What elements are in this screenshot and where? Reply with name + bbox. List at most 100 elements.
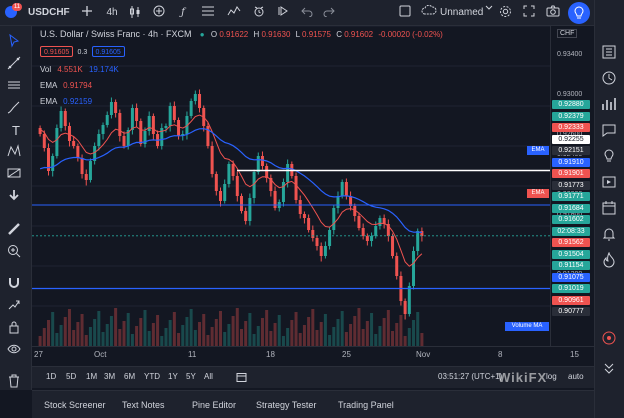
horizontal-lines-icon[interactable] [7, 78, 25, 96]
range-ytd[interactable]: YTD [144, 372, 160, 381]
legend-title[interactable]: U.S. Dollar / Swiss Franc · 4h · FXCM [40, 29, 192, 39]
goto-date-icon[interactable] [236, 372, 247, 384]
settings-icon[interactable] [498, 5, 512, 21]
data-window-icon[interactable] [601, 96, 619, 114]
range-1d[interactable]: 1D [46, 372, 57, 381]
price-label: 0.91602 [552, 215, 590, 224]
snapshot-icon[interactable] [546, 5, 560, 21]
candle-body [273, 191, 277, 208]
range-3m[interactable]: 3M [104, 372, 116, 381]
price-chart[interactable] [32, 26, 550, 346]
range-1y[interactable]: 1Y [168, 372, 178, 381]
chevron-down-icon[interactable] [484, 5, 494, 21]
candle-body [93, 146, 97, 161]
lock-drawings-icon[interactable] [7, 298, 25, 316]
ideas-icon[interactable] [601, 148, 619, 166]
volume-bar [403, 336, 407, 346]
fullscreen-icon[interactable] [398, 5, 412, 21]
time-axis[interactable]: 27 Oct 11 18 25 Nov 8 15 [32, 346, 594, 363]
eye-icon[interactable] [7, 342, 25, 360]
volume-bar [223, 332, 227, 346]
range-5d[interactable]: 5D [66, 372, 77, 381]
tab-pine-editor[interactable]: Pine Editor [192, 400, 237, 410]
templates-icon[interactable] [200, 5, 216, 21]
cursor-icon[interactable] [7, 33, 25, 52]
candle-body [353, 206, 357, 216]
buy-price[interactable]: 0.91605 [91, 46, 125, 57]
sell-price[interactable]: 0.91605 [40, 46, 74, 57]
cloud-icon[interactable] [420, 5, 438, 21]
layout-name[interactable]: Unnamed [440, 7, 484, 18]
ema1-label[interactable]: EMA [40, 81, 57, 90]
indicator-templates-icon[interactable] [226, 5, 242, 21]
add-icon[interactable] [80, 5, 94, 21]
ema2-label[interactable]: EMA [40, 97, 57, 106]
compare-icon[interactable] [152, 5, 166, 21]
zoom-in-icon[interactable] [7, 244, 25, 262]
tab-stock-screener[interactable]: Stock Screener [44, 400, 106, 410]
log-toggle[interactable]: log [546, 372, 557, 381]
tab-strategy-tester[interactable]: Strategy Tester [256, 400, 317, 410]
magnet-icon[interactable] [7, 276, 25, 294]
price-label: 0.91562 [552, 238, 590, 247]
auto-toggle[interactable]: auto [568, 372, 584, 381]
lock-icon[interactable] [7, 320, 25, 338]
price-tick: 0.93000 [557, 91, 583, 98]
interval-button[interactable]: 4h [106, 7, 118, 18]
undo-icon[interactable] [300, 5, 314, 21]
range-6m[interactable]: 6M [124, 372, 136, 381]
candle-body [319, 246, 323, 256]
chart-pane[interactable] [32, 26, 550, 346]
trash-icon[interactable] [7, 374, 25, 392]
price-label: 0.91154 [552, 261, 590, 270]
currency-label[interactable]: CHF [557, 29, 578, 38]
redo-icon[interactable] [322, 5, 336, 21]
arrow-down-icon[interactable] [7, 188, 25, 206]
price-label: 0.91075 [552, 272, 590, 282]
range-5y[interactable]: 5Y [186, 372, 196, 381]
volume-bar [256, 326, 260, 346]
candle-body [336, 196, 340, 208]
notifications-icon[interactable] [601, 226, 619, 244]
price-axis[interactable]: CHF 0.934000.930000.926000.924000.920000… [550, 26, 594, 346]
fullscreen-expand-icon[interactable] [522, 5, 536, 21]
text-tool-icon[interactable]: T [12, 123, 20, 138]
trendline-icon[interactable] [7, 56, 25, 74]
replay-icon[interactable] [276, 5, 290, 21]
chat-icon[interactable] [601, 122, 619, 140]
volume-bar [319, 322, 323, 346]
candle-body [311, 230, 315, 238]
volume-bar [420, 333, 424, 346]
pattern-icon[interactable] [7, 144, 25, 162]
calendar-icon[interactable] [601, 200, 619, 218]
tab-text-notes[interactable]: Text Notes [122, 400, 165, 410]
range-1m[interactable]: 1M [86, 372, 98, 381]
publish-icon[interactable] [568, 2, 590, 24]
price-label: 0.91773 [552, 180, 590, 190]
tab-trading-panel[interactable]: Trading Panel [338, 400, 394, 410]
volume-bar [109, 316, 113, 346]
watchlist-icon[interactable] [601, 44, 619, 62]
range-all[interactable]: All [204, 372, 213, 381]
candles-icon[interactable] [128, 5, 142, 21]
indicators-icon[interactable]: ƒ [181, 7, 185, 18]
hotlist-icon[interactable] [601, 251, 619, 270]
ruler-icon[interactable] [7, 222, 25, 240]
candle-body [248, 198, 252, 221]
chevrons-icon[interactable] [601, 360, 619, 378]
vol-label[interactable]: Vol [40, 65, 52, 74]
brush-icon[interactable] [7, 100, 25, 118]
candle-body [315, 238, 319, 246]
time-label: 15 [570, 350, 579, 359]
prediction-icon[interactable] [7, 166, 25, 184]
streams-icon[interactable] [601, 174, 619, 192]
clock[interactable]: 03:51:27 (UTC+1) [438, 372, 503, 381]
volume-bar [416, 312, 420, 346]
volume-bar [93, 319, 97, 346]
alerts-panel-icon[interactable] [601, 70, 619, 88]
alert-icon[interactable] [252, 5, 266, 21]
symbol-search[interactable]: USDCHF [28, 7, 70, 18]
candle-body [382, 218, 386, 224]
help-icon[interactable] [601, 330, 619, 348]
volume-bar [286, 328, 290, 346]
